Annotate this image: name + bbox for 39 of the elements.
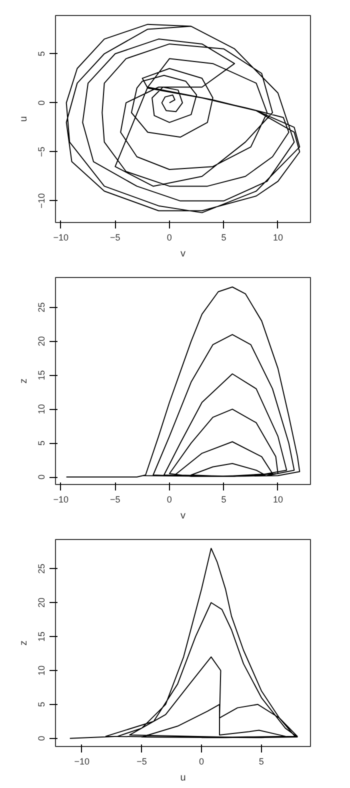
x-tick-label: 5: [258, 756, 264, 766]
y-tick-label: 25: [36, 564, 46, 574]
x-axis-title: u: [180, 772, 186, 784]
x-tick-label: −5: [110, 232, 120, 242]
y-tick-label: 20: [36, 336, 46, 346]
x-axis-title: v: [180, 510, 186, 522]
y-tick-label: 10: [36, 404, 46, 414]
y-axis-title: z: [18, 640, 30, 646]
y-tick-label: 15: [36, 370, 46, 380]
y-tick-label: 5: [36, 440, 46, 446]
y-tick-label: 25: [36, 302, 46, 312]
y-tick-label: 0: [36, 100, 46, 106]
y-tick-label: 0: [36, 474, 46, 480]
x-tick-label: 5: [221, 232, 226, 242]
line-series: [66, 286, 300, 478]
x-tick-label: 0: [166, 232, 172, 242]
x-tick-label: −10: [53, 232, 69, 242]
x-tick-label: −10: [74, 756, 90, 766]
y-axis-title: u: [18, 116, 30, 122]
y-tick-label: 5: [36, 51, 46, 56]
line-series: [69, 548, 298, 739]
x-tick-label: −5: [110, 494, 120, 504]
x-tick-label: 10: [272, 232, 283, 242]
line-series: [66, 24, 300, 214]
x-tick-label: 5: [221, 494, 226, 504]
x-tick-label: 0: [199, 756, 204, 766]
y-tick-label: 5: [36, 702, 46, 707]
y-tick-label: 0: [36, 736, 46, 741]
x-tick-label: 10: [272, 494, 283, 504]
x-tick-label: −5: [136, 756, 147, 766]
y-tick-label: −5: [36, 146, 46, 157]
x-tick-label: −10: [53, 494, 69, 504]
y-tick-label: 20: [36, 598, 46, 608]
y-axis-title: z: [18, 378, 30, 384]
x-tick-label: 0: [166, 494, 172, 504]
x-axis-title: v: [180, 248, 186, 260]
y-tick-label: 15: [36, 632, 46, 642]
y-tick-label: −10: [36, 193, 46, 209]
y-tick-label: 10: [36, 665, 46, 676]
